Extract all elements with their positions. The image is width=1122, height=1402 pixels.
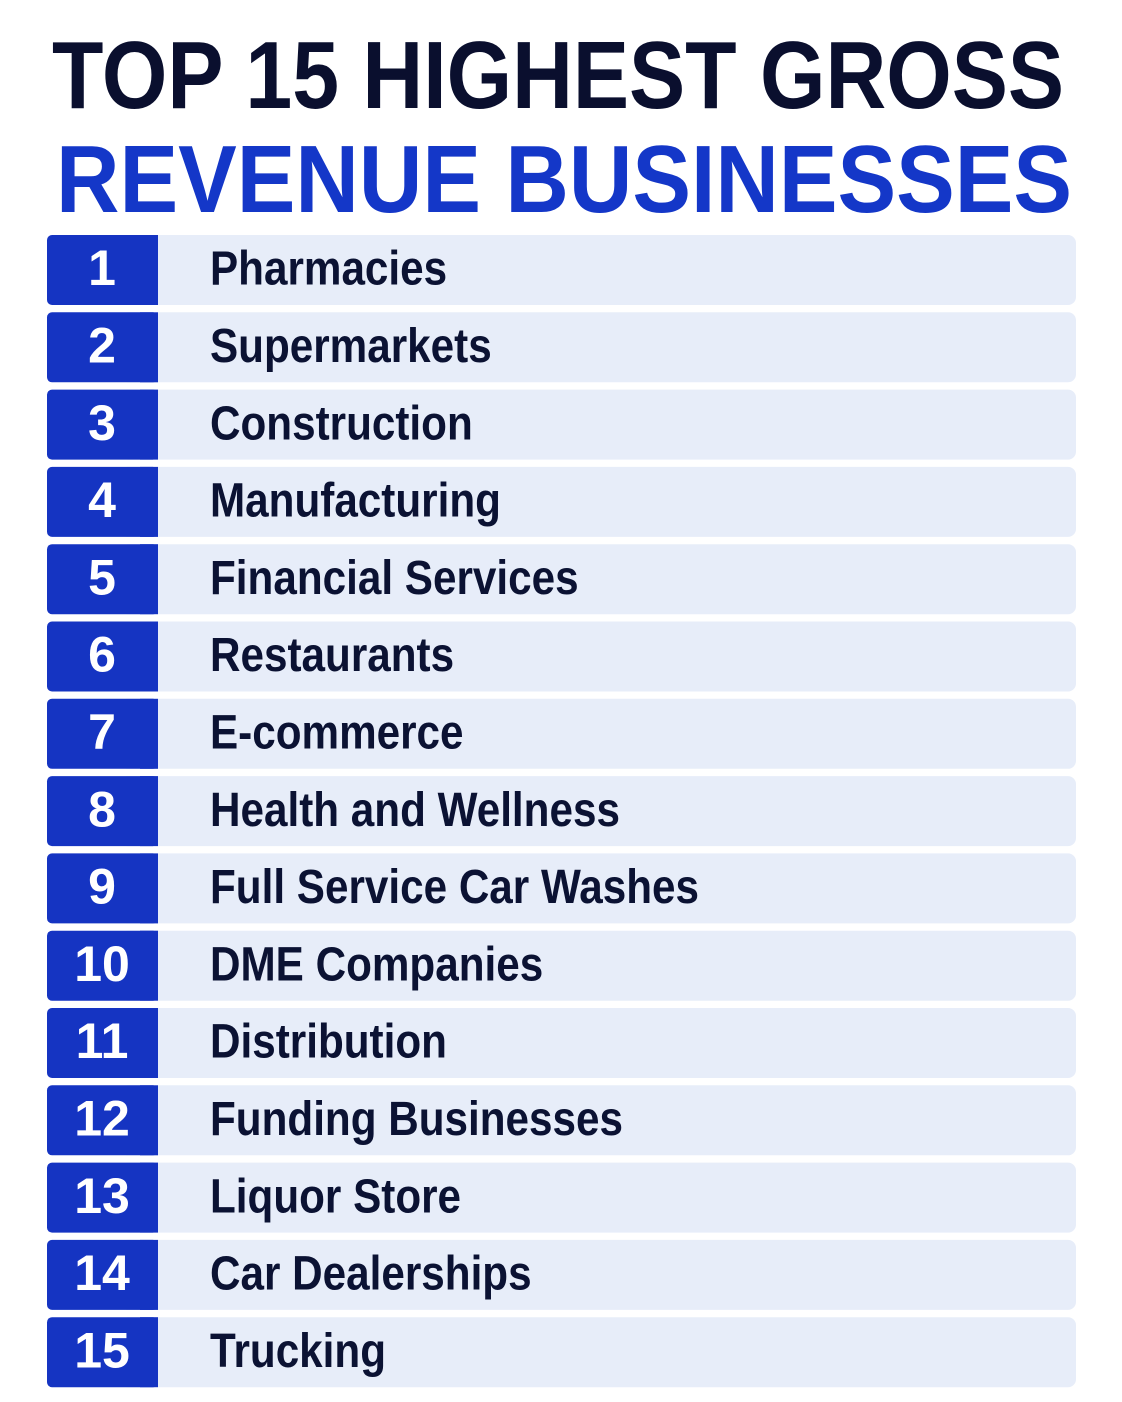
list-row: 7 E-commerce	[47, 698, 1076, 769]
rank-number: 4	[88, 472, 116, 528]
row-label: Car Dealerships	[210, 1246, 532, 1300]
row-bar	[120, 1008, 1076, 1078]
row-label: Restaurants	[210, 628, 454, 682]
rank-badge-edge	[140, 698, 158, 769]
rank-number: 12	[74, 1091, 130, 1147]
rank-number: 9	[88, 859, 116, 915]
rank-badge-edge	[140, 466, 158, 537]
row-label: Supermarkets	[210, 318, 492, 372]
rank-number: 15	[74, 1322, 130, 1378]
rank-badge-edge	[140, 1239, 158, 1310]
rank-number: 14	[74, 1245, 130, 1301]
row-label: Pharmacies	[210, 241, 447, 295]
rank-number: 1	[88, 240, 116, 296]
rank-badge-edge	[140, 312, 158, 383]
list-row: 12 Funding Businesses	[47, 1085, 1076, 1156]
rank-badge	[47, 930, 158, 1001]
list-row: 5 Financial Services	[47, 544, 1076, 615]
rank-badge	[47, 621, 158, 692]
rank-badge	[47, 1317, 158, 1388]
list-row: 3 Construction	[47, 389, 1076, 460]
rank-number: 2	[88, 318, 116, 374]
rank-number: 11	[76, 1013, 129, 1069]
list-row: 8 Health and Wellness	[47, 776, 1076, 847]
row-label: DME Companies	[210, 937, 543, 991]
row-bar	[120, 312, 1076, 383]
rank-badge-edge	[140, 389, 158, 460]
row-bar	[120, 1085, 1076, 1156]
row-bar	[120, 235, 1076, 305]
rank-badge	[47, 235, 158, 305]
rank-number: 13	[74, 1168, 130, 1224]
row-label: Trucking	[210, 1323, 386, 1377]
list-row: 11 Distribution	[47, 1008, 1076, 1078]
row-label: Liquor Store	[210, 1169, 461, 1223]
row-bar	[120, 544, 1076, 615]
row-label: Construction	[210, 396, 473, 450]
list-row: 2 Supermarkets	[47, 312, 1076, 383]
rank-badge	[47, 1085, 158, 1156]
row-label: Manufacturing	[210, 473, 501, 527]
list-row: 14 Car Dealerships	[47, 1239, 1076, 1310]
rank-badge	[47, 776, 158, 847]
rank-badge	[47, 1008, 158, 1078]
list-row: 9 Full Service Car Washes	[47, 853, 1076, 924]
row-label: Financial Services	[210, 550, 579, 604]
rank-badge	[47, 698, 158, 769]
rank-badge-edge	[140, 1162, 158, 1233]
row-label: Funding Businesses	[210, 1091, 623, 1145]
rank-badge	[47, 1239, 158, 1310]
rank-number: 8	[88, 781, 116, 837]
rank-badge-edge	[140, 235, 158, 305]
rank-number: 6	[88, 627, 116, 683]
title-line-2: REVENUE BUSINESSES	[56, 126, 1072, 233]
rank-badge-edge	[140, 776, 158, 847]
list-row: 1 Pharmacies	[47, 235, 1076, 305]
rank-badge	[47, 389, 158, 460]
list-row: 4 Manufacturing	[47, 466, 1076, 537]
rank-number: 5	[88, 549, 116, 605]
row-bar	[120, 1162, 1076, 1233]
row-bar	[120, 776, 1076, 847]
row-bar	[120, 698, 1076, 769]
row-label: Distribution	[210, 1014, 447, 1068]
row-bar	[120, 1317, 1076, 1388]
row-bar	[120, 389, 1076, 460]
list-row: 6 Restaurants	[47, 621, 1076, 692]
rank-number: 3	[88, 395, 116, 451]
row-label: Health and Wellness	[210, 782, 620, 836]
rank-badge	[47, 544, 158, 615]
rank-badge	[47, 1162, 158, 1233]
list-row: 10 DME Companies	[47, 930, 1076, 1001]
rank-badge-edge	[140, 544, 158, 615]
rank-badge-edge	[140, 853, 158, 924]
row-label: E-commerce	[210, 705, 464, 759]
rank-number: 7	[88, 704, 116, 760]
title-line-1: TOP 15 HIGHEST GROSS	[52, 22, 1064, 129]
rank-badge-edge	[140, 1008, 158, 1078]
rank-badge-edge	[140, 1085, 158, 1156]
rank-badge	[47, 853, 158, 924]
row-label: Full Service Car Washes	[210, 860, 699, 914]
rank-badge-edge	[140, 930, 158, 1001]
rank-number: 10	[74, 936, 130, 992]
row-bar	[120, 853, 1076, 924]
list-row: 13 Liquor Store	[47, 1162, 1076, 1233]
rank-badge	[47, 312, 158, 383]
row-bar	[120, 466, 1076, 537]
rank-badge	[47, 466, 158, 537]
row-bar	[120, 1239, 1076, 1310]
row-bar	[120, 930, 1076, 1001]
list: 1 Pharmacies 2 Supermarkets 3 Construction 4 Ma…	[47, 235, 1076, 1388]
rank-badge-edge	[140, 621, 158, 692]
rank-badge-edge	[140, 1317, 158, 1388]
row-bar	[120, 621, 1076, 692]
list-row: 15 Trucking	[47, 1317, 1076, 1388]
